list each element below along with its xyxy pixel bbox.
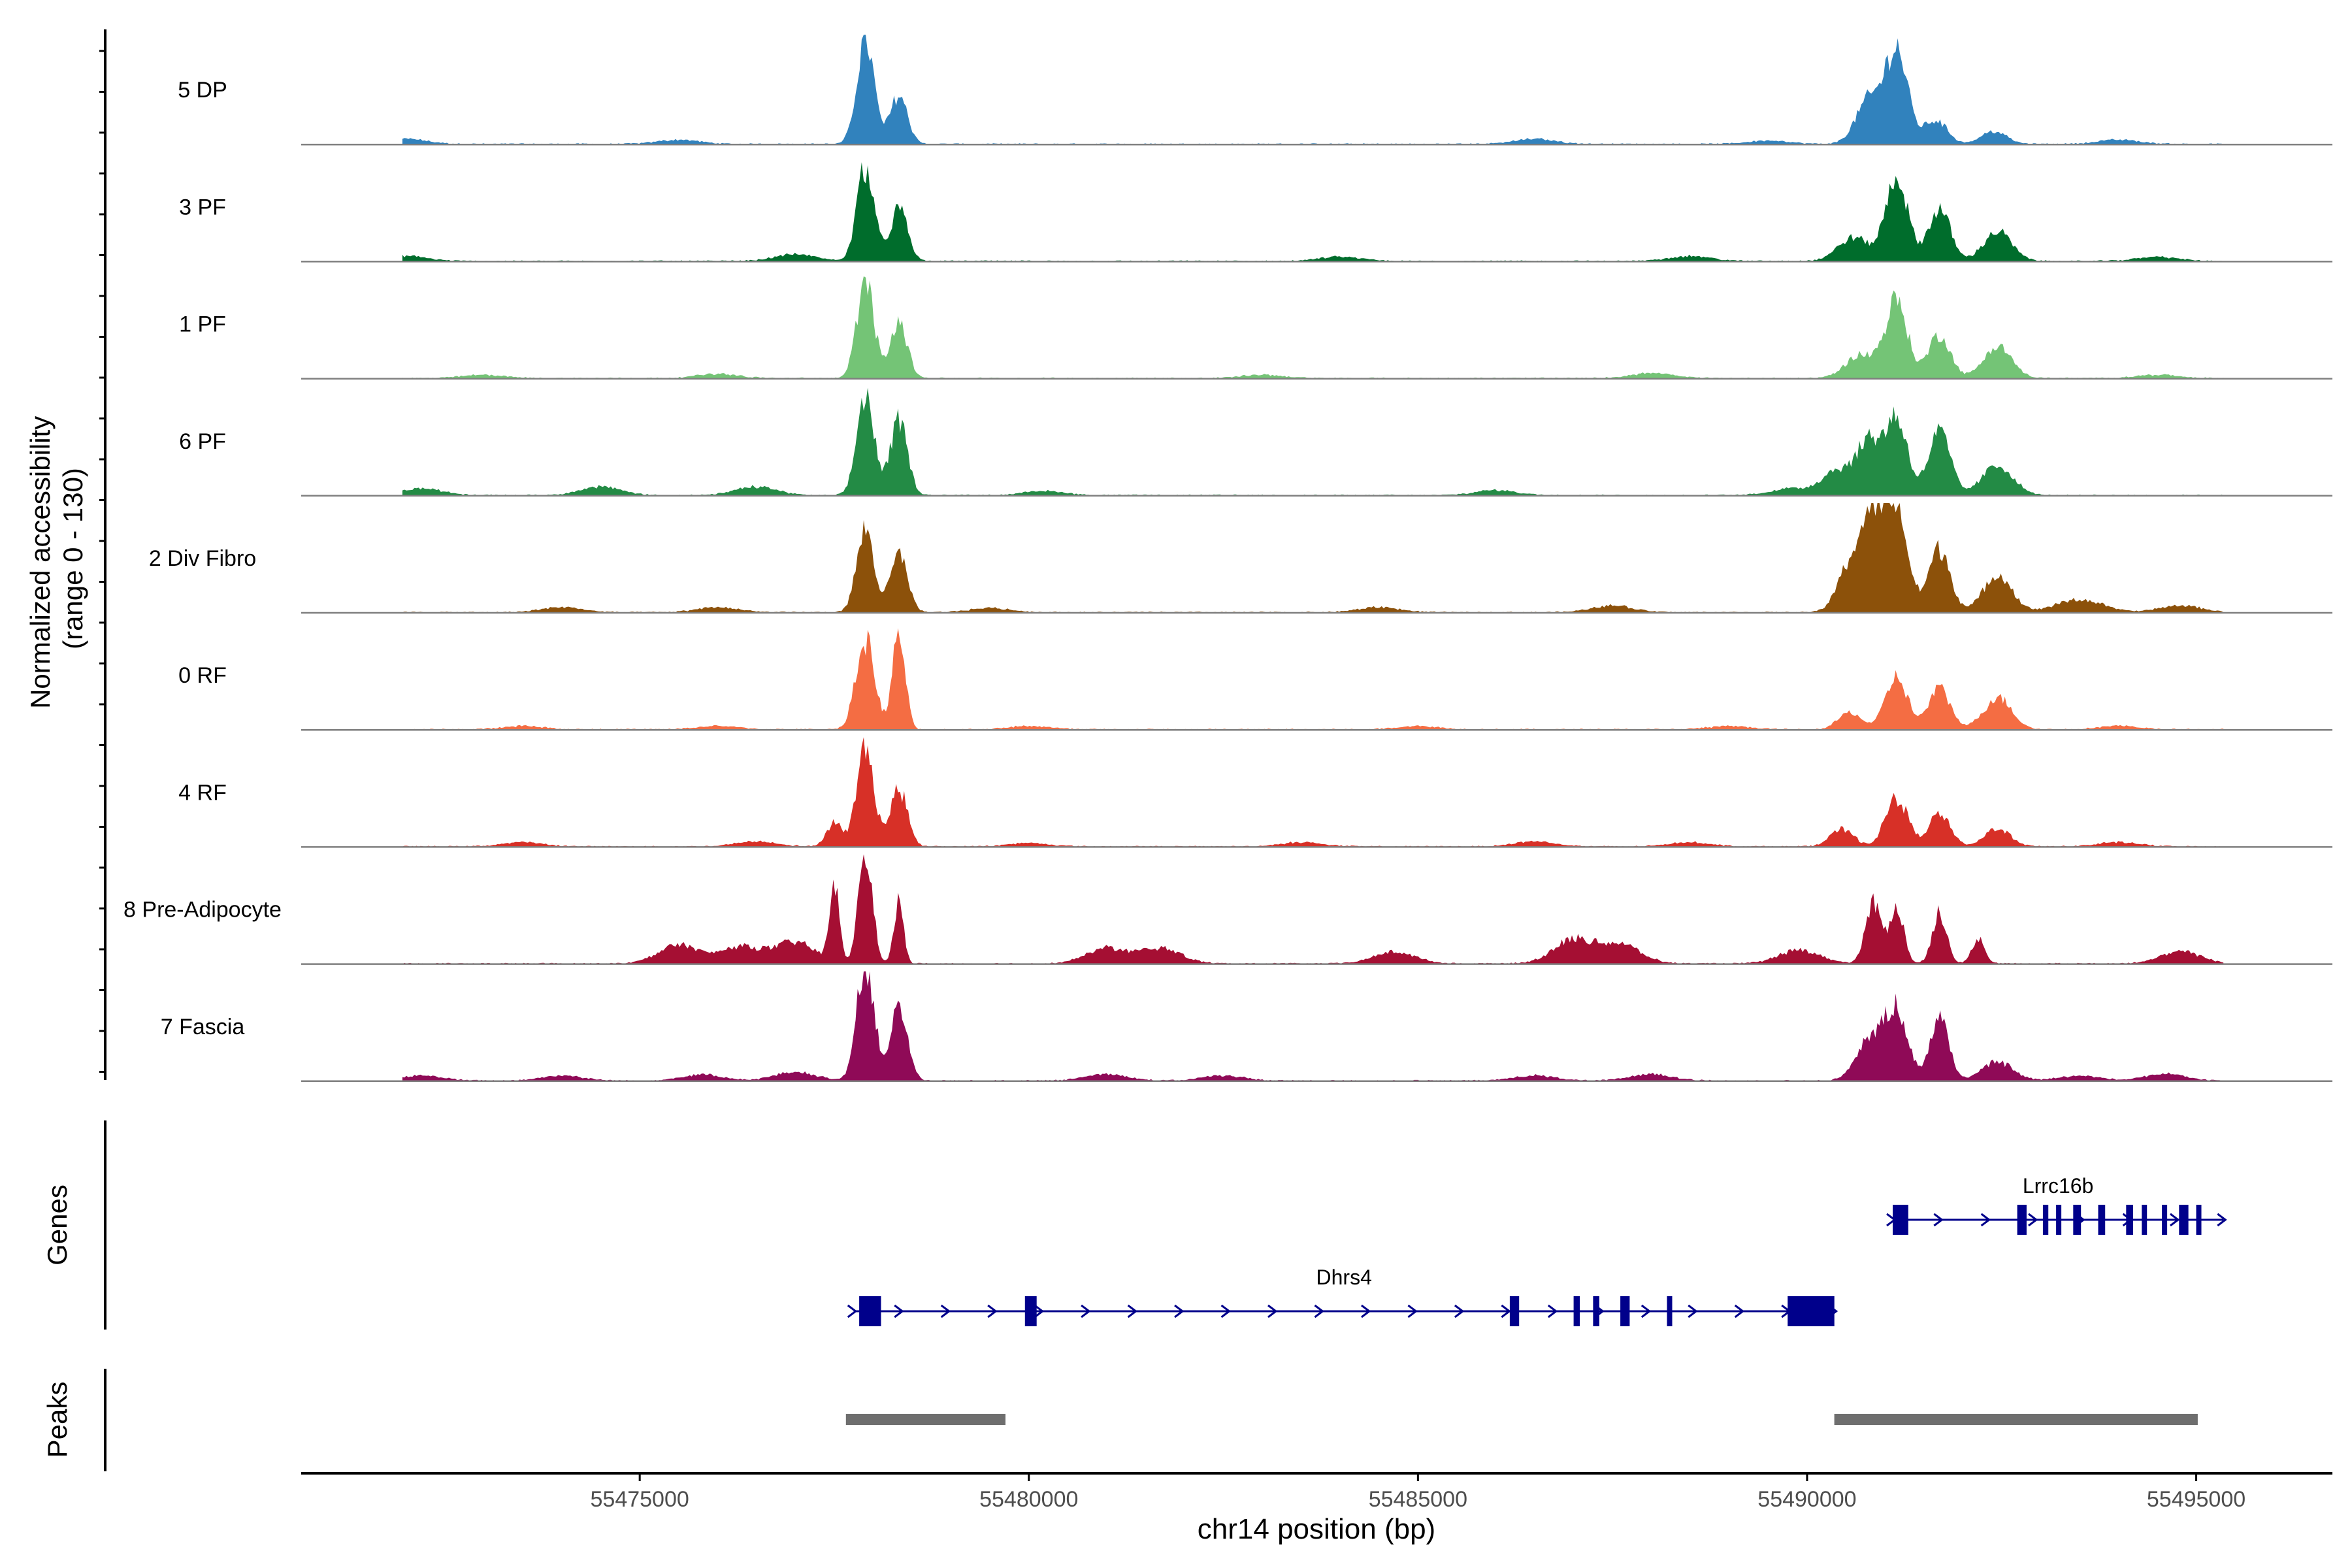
x-tick-label: 55490000 — [1757, 1487, 1856, 1512]
track-7: 4 RF — [178, 737, 2332, 848]
track-label: 6 PF — [179, 429, 226, 454]
exon — [1573, 1296, 1580, 1326]
exon — [1024, 1296, 1037, 1326]
x-tick-label: 55480000 — [979, 1487, 1078, 1512]
strand-arrow — [1127, 1304, 1138, 1318]
strand-arrow — [1454, 1304, 1465, 1318]
strand-arrow — [847, 1304, 858, 1318]
track-label: 5 DP — [178, 78, 227, 103]
strand-arrow — [1933, 1213, 1944, 1227]
exon — [2042, 1205, 2049, 1235]
strand-arrow — [1361, 1304, 1371, 1318]
strand-arrow — [1081, 1304, 1091, 1318]
peak-region — [845, 1414, 1005, 1425]
exon — [2196, 1205, 2202, 1235]
track-label: 3 PF — [179, 195, 226, 220]
exon — [1893, 1205, 1908, 1235]
track-1: 5 DP — [178, 35, 2332, 146]
exon — [2179, 1205, 2189, 1235]
gene-Dhrs4: Dhrs4 — [847, 1266, 1838, 1326]
strand-arrow — [1688, 1304, 1698, 1318]
strand-arrow — [1174, 1304, 1184, 1318]
exon — [2162, 1205, 2168, 1235]
strand-arrow — [1734, 1304, 1745, 1318]
track-label: 7 Fascia — [161, 1015, 245, 1039]
strand-arrow — [1980, 1213, 1991, 1227]
strand-arrow — [2028, 1213, 2038, 1227]
strand-arrow — [2170, 1213, 2180, 1227]
strand-arrow — [1220, 1304, 1232, 1318]
coverage-area — [402, 737, 2224, 847]
exon — [2098, 1205, 2106, 1235]
coverage-area — [402, 971, 2224, 1081]
track-2: 3 PF — [179, 162, 2332, 263]
exon — [1509, 1296, 1520, 1326]
x-tick-label: 55485000 — [1369, 1487, 1467, 1512]
exon — [1788, 1296, 1835, 1326]
genes-label: Genes — [42, 1184, 73, 1266]
strand-arrow — [1641, 1304, 1652, 1318]
coverage-area — [402, 276, 2224, 379]
track-6: 0 RF — [178, 628, 2332, 731]
gene-name: Dhrs4 — [1316, 1266, 1372, 1289]
x-tick-label: 55475000 — [591, 1487, 689, 1512]
coverage-tracks: 5 DP 3 PF 1 PF 6 PF 2 Div Fibro 0 RF 4 RF 8 Pre… — [123, 35, 2332, 1083]
coverage-area — [402, 162, 2224, 262]
coverage-area — [402, 628, 2224, 730]
exon — [1620, 1296, 1630, 1326]
peaks-label: Peaks — [42, 1382, 73, 1458]
exon — [1593, 1296, 1599, 1326]
peak-region — [1834, 1414, 2198, 1425]
strand-arrow — [2217, 1213, 2227, 1227]
track-label: 1 PF — [179, 312, 226, 337]
coverage-area — [402, 35, 2224, 145]
coverage-area — [402, 503, 2224, 613]
coverage-area — [402, 854, 2224, 964]
exon — [2017, 1205, 2027, 1235]
coverage-y-ticks — [99, 50, 105, 1073]
strand-arrow — [1407, 1304, 1418, 1318]
exon — [2126, 1205, 2133, 1235]
track-label: 0 RF — [178, 663, 227, 688]
strand-arrow — [940, 1304, 951, 1318]
strand-arrow — [1314, 1304, 1324, 1318]
exon — [2073, 1205, 2082, 1235]
strand-arrow — [1547, 1304, 1558, 1318]
exon — [2056, 1205, 2062, 1235]
track-3: 1 PF — [179, 276, 2332, 380]
strand-arrow — [894, 1304, 904, 1318]
strand-arrow — [1034, 1304, 1045, 1318]
track-4: 6 PF — [179, 387, 2332, 497]
strand-arrow — [1267, 1304, 1278, 1318]
gene-name: Lrrc16b — [2023, 1174, 2094, 1198]
track-label: 8 Pre-Adipocyte — [123, 898, 282, 923]
track-9: 7 Fascia — [161, 971, 2332, 1083]
track-8: 8 Pre-Adipocyte — [123, 854, 2332, 965]
genes-track: Lrrc16b Dhrs4 — [847, 1174, 2227, 1326]
exon — [1667, 1296, 1673, 1326]
exon — [859, 1296, 881, 1326]
gene-Lrrc16b: Lrrc16b — [1886, 1174, 2227, 1235]
x-ticks: 55475000 55480000 55485000 55490000 55495000 — [591, 1473, 2246, 1512]
coverage-y-label: Normalized accessibility (range 0 - 130) — [25, 408, 88, 709]
track-5: 2 Div Fibro — [149, 503, 2332, 614]
x-tick-label: 55495000 — [2147, 1487, 2246, 1512]
track-label: 4 RF — [178, 780, 227, 805]
exon — [2142, 1205, 2148, 1235]
strand-arrow — [987, 1304, 998, 1318]
x-axis-label: chr14 position (bp) — [1198, 1513, 1435, 1545]
coverage-area — [402, 387, 2224, 496]
track-label: 2 Div Fibro — [149, 546, 256, 571]
peaks-track — [845, 1414, 2198, 1425]
strand-arrow — [1501, 1304, 1511, 1318]
